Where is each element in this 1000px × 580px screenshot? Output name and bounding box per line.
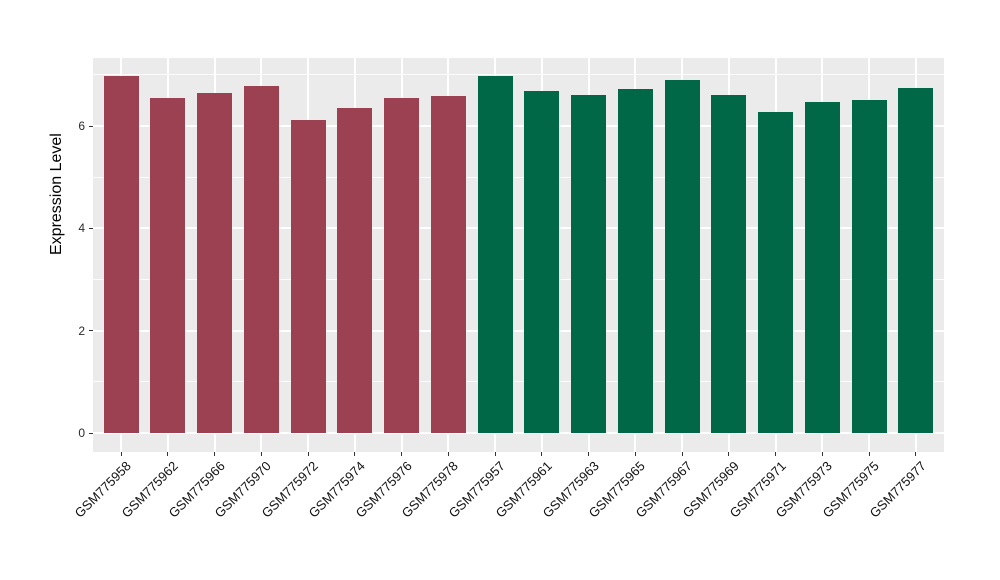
bar [851, 99, 887, 434]
gridline-major [93, 432, 944, 435]
bar [384, 97, 420, 434]
gridline-major [93, 227, 944, 230]
bar [711, 95, 747, 434]
y-tick-mark [89, 125, 93, 127]
gridline-minor [93, 279, 944, 281]
x-tick-mark [167, 452, 169, 456]
bar [290, 120, 326, 434]
x-tick-mark [728, 452, 730, 456]
bar [524, 91, 560, 434]
gridline-minor [93, 176, 944, 178]
x-tick-mark [447, 452, 449, 456]
bar [571, 95, 607, 434]
gridline-minor [93, 381, 944, 383]
y-tick-mark [89, 330, 93, 332]
y-tick-mark [89, 227, 93, 229]
y-tick-label: 6 [78, 119, 85, 134]
x-tick-mark [775, 452, 777, 456]
bar [617, 88, 653, 434]
x-tick-mark [354, 452, 356, 456]
y-tick-label: 4 [78, 221, 85, 236]
bar [758, 111, 794, 434]
x-tick-mark [494, 452, 496, 456]
x-tick-mark [868, 452, 870, 456]
bar [243, 85, 279, 434]
gridline-major [93, 125, 944, 128]
bar [664, 80, 700, 434]
bar [150, 97, 186, 434]
x-tick-mark [634, 452, 636, 456]
bar [103, 76, 139, 434]
bar [477, 75, 513, 434]
x-tick-mark [214, 452, 216, 456]
gridline-major [93, 329, 944, 332]
x-tick-mark [821, 452, 823, 456]
bar [804, 102, 840, 434]
x-tick-mark [120, 452, 122, 456]
x-tick-mark [588, 452, 590, 456]
x-tick-mark [915, 452, 917, 456]
bar [197, 93, 233, 434]
x-tick-mark [260, 452, 262, 456]
gridline-minor [93, 74, 944, 76]
plot-panel [93, 58, 944, 452]
y-tick-label: 2 [78, 323, 85, 338]
x-tick-mark [541, 452, 543, 456]
bar [337, 107, 373, 434]
bar [898, 87, 934, 434]
y-tick-mark [89, 432, 93, 434]
y-tick-label: 0 [78, 426, 85, 441]
x-tick-mark [307, 452, 309, 456]
x-tick-mark [401, 452, 403, 456]
x-tick-mark [681, 452, 683, 456]
bar [430, 95, 466, 434]
